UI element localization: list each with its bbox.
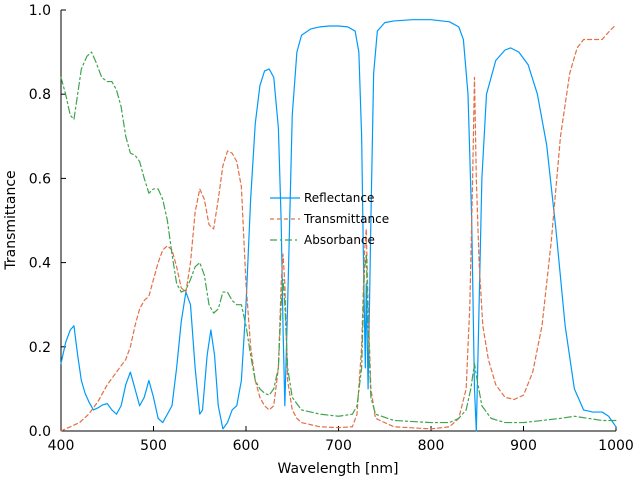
x-tick-label: 900 xyxy=(510,438,537,454)
series-line-reflectance xyxy=(60,19,617,432)
plot-background xyxy=(61,10,616,431)
legend-label-absorbance: Absorbance xyxy=(304,233,375,247)
legend: Reflectance Transmittance Absorbance xyxy=(270,191,389,247)
series-layer xyxy=(60,19,617,432)
y-tick-label: 1.0 xyxy=(29,3,51,19)
y-axis-label: Transmittance xyxy=(3,170,19,270)
legend-label-reflectance: Reflectance xyxy=(304,191,374,205)
x-tick-label: 500 xyxy=(140,438,167,454)
y-tick-label: 0.2 xyxy=(29,340,51,356)
x-tick-label: 400 xyxy=(48,438,75,454)
y-tick-label: 0.8 xyxy=(29,87,51,103)
series-line-absorbance xyxy=(60,51,617,424)
x-tick-label: 800 xyxy=(418,438,445,454)
x-tick-label: 700 xyxy=(325,438,352,454)
y-tick-label: 0.6 xyxy=(29,171,51,187)
plot-area: 400 500 600 700 800 900 1000 0.0 0.2 0.4 0.6 0.8 1.… xyxy=(29,3,634,454)
series-line-transmittance xyxy=(60,24,617,432)
legend-label-transmittance: Transmittance xyxy=(303,212,389,226)
y-ticks: 0.0 0.2 0.4 0.6 0.8 1.0 xyxy=(29,3,66,440)
x-tick-label: 1000 xyxy=(598,438,634,454)
x-tick-label: 600 xyxy=(233,438,260,454)
x-axis-label: Wavelength [nm] xyxy=(278,461,399,477)
y-tick-label: 0.0 xyxy=(29,424,51,440)
y-tick-label: 0.4 xyxy=(29,256,51,272)
x-ticks: 400 500 600 700 800 900 1000 xyxy=(48,426,634,454)
